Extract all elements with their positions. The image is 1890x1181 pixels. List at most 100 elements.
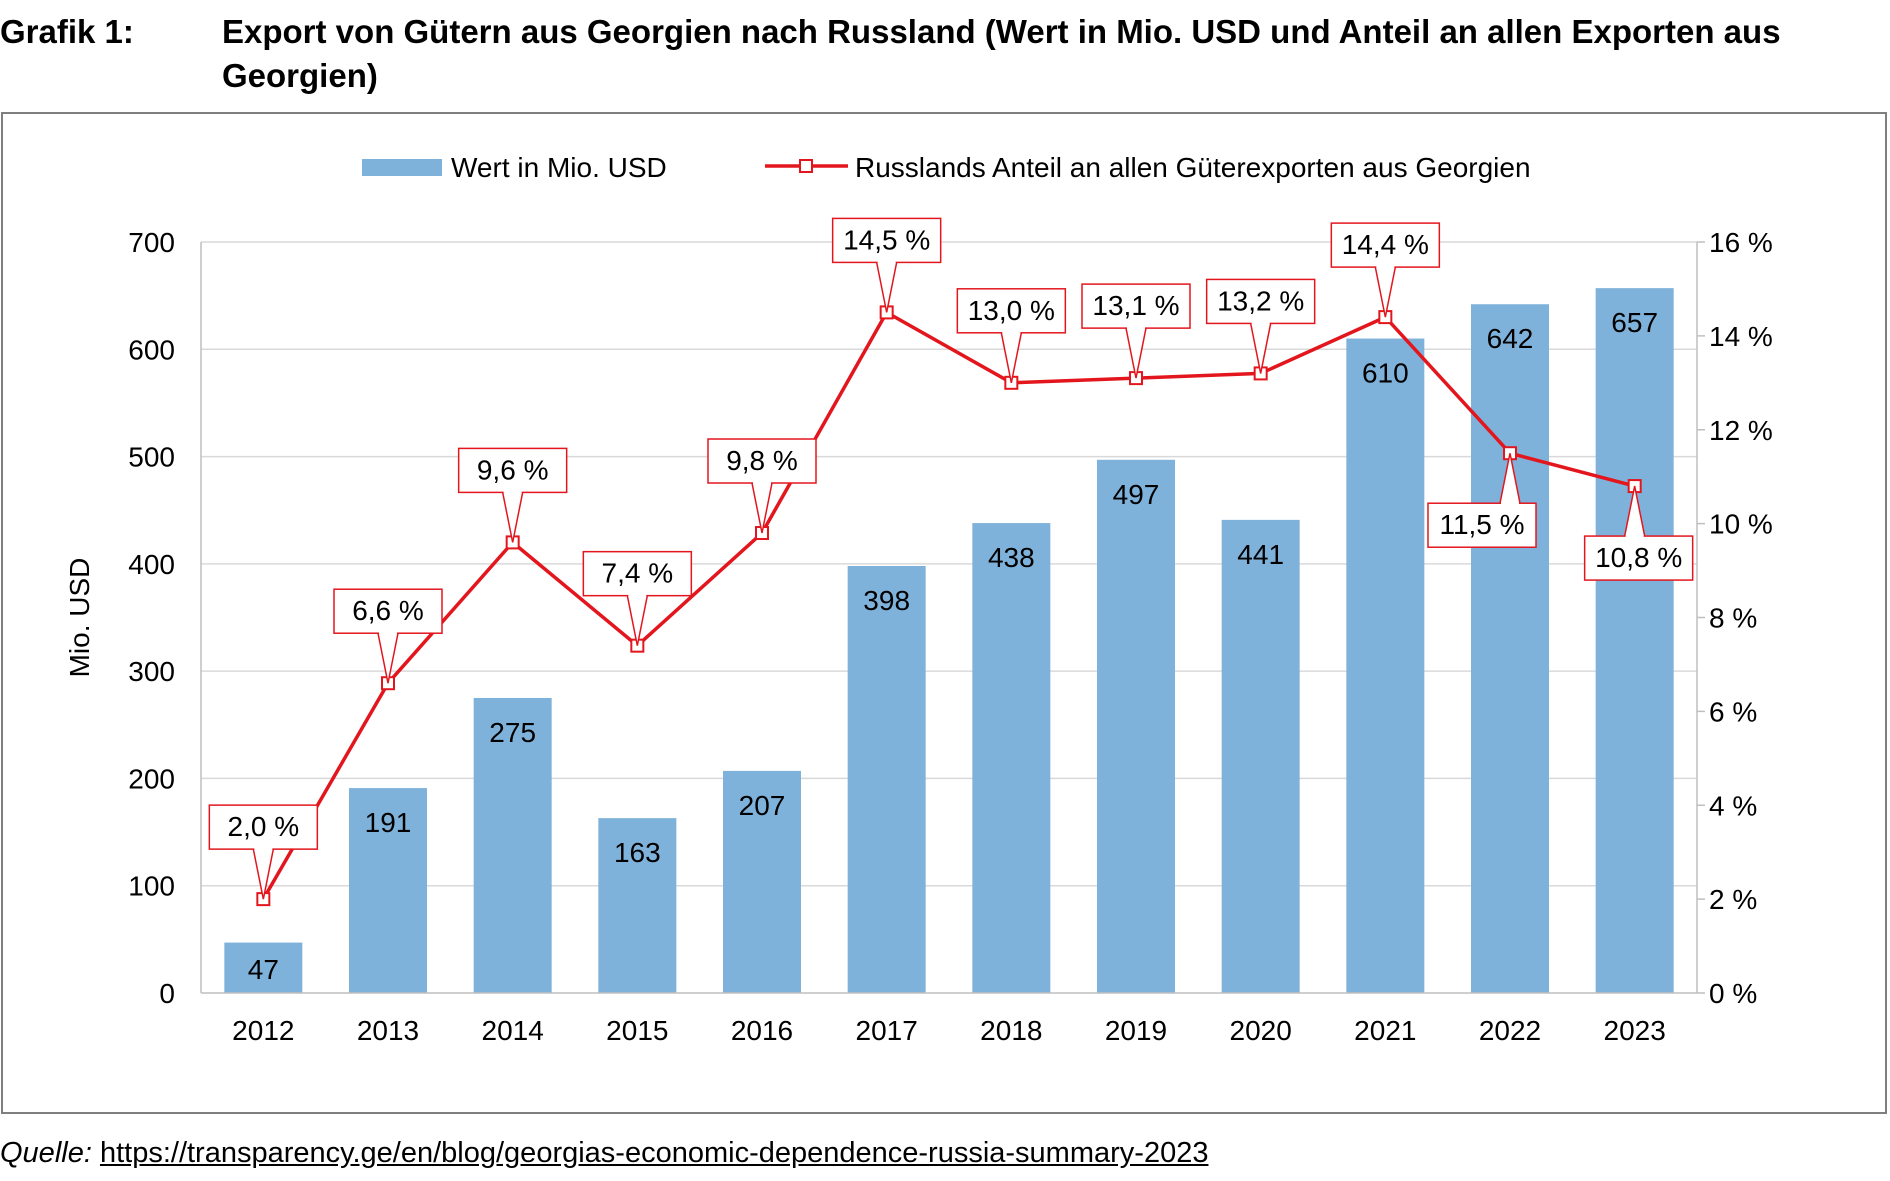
x-tick-label: 2020 — [1230, 1015, 1292, 1046]
bar-value-label: 657 — [1611, 307, 1658, 338]
share-value-label: 7,4 % — [602, 558, 674, 589]
bar — [1097, 459, 1175, 993]
share-value-label: 14,4 % — [1342, 229, 1429, 260]
share-value-label: 13,0 % — [968, 295, 1055, 326]
bar-value-label: 191 — [365, 807, 412, 838]
share-callout: 7,4 % — [582, 550, 693, 646]
legend-bar-label: Wert in Mio. USD — [451, 152, 667, 183]
axes — [200, 241, 1705, 994]
share-callout: 13,2 % — [1205, 278, 1316, 374]
share-callout: 14,4 % — [1330, 222, 1441, 318]
x-tick-label: 2021 — [1354, 1015, 1416, 1046]
share-value-label: 9,8 % — [726, 445, 798, 476]
bar — [473, 697, 552, 993]
x-tick-label: 2017 — [856, 1015, 918, 1046]
callout-pointer — [501, 491, 524, 543]
y-tick-label: 200 — [128, 763, 175, 794]
legend-line-marker — [799, 159, 813, 173]
y2-tick-label: 2 % — [1709, 884, 1757, 915]
x-tick-label: 2012 — [232, 1015, 294, 1046]
gridlines — [201, 241, 1697, 887]
share-callout: 9,8 % — [707, 438, 817, 534]
callout-pointer — [1125, 327, 1147, 379]
callout-pointer — [252, 848, 275, 900]
bar — [723, 770, 801, 993]
figure-caption: Grafik 1: Export von Gütern aus Georgien… — [0, 10, 1890, 100]
bar — [1595, 288, 1674, 994]
callout-box — [582, 550, 693, 597]
bar — [1471, 304, 1549, 993]
y-tick-label: 500 — [128, 442, 175, 473]
callout-box — [1583, 535, 1694, 581]
callout-box — [1330, 222, 1441, 268]
callout-pointer — [1249, 322, 1272, 374]
share-value-label: 13,1 % — [1092, 290, 1179, 321]
x-tick-label: 2015 — [606, 1015, 668, 1046]
share-callout: 6,6 % — [333, 588, 443, 684]
callout-box — [956, 288, 1067, 334]
source-note: Quelle: https://transparency.ge/en/blog/… — [0, 1133, 1208, 1173]
source-link[interactable]: https://transparency.ge/en/blog/georgias… — [99, 1137, 1209, 1169]
share-callout: 10,8 % — [1583, 485, 1694, 581]
share-callout: 2,0 % — [208, 804, 319, 900]
callout-box — [831, 217, 942, 264]
bar — [598, 818, 677, 993]
bar-value-label: 163 — [614, 837, 661, 868]
callout-pointer — [1000, 332, 1023, 383]
callout-box — [208, 804, 319, 850]
y2-tick-label: 14 % — [1709, 321, 1773, 352]
bars — [224, 288, 1674, 994]
y2-tick-label: 10 % — [1709, 509, 1773, 540]
bar-value-label: 497 — [1113, 479, 1160, 510]
y-axis-title: Mio. USD — [64, 558, 95, 678]
bar — [847, 566, 926, 993]
bar-value-label: 610 — [1362, 358, 1409, 389]
bar-value-label: 438 — [988, 542, 1035, 573]
x-tick-label: 2016 — [731, 1015, 793, 1046]
y2-tick-label: 6 % — [1709, 696, 1757, 727]
callout-box — [333, 588, 443, 634]
chart-frame — [1, 112, 1887, 1114]
callout-pointer — [875, 261, 898, 313]
y-tick-label: 0 — [159, 978, 175, 1009]
share-callout: 14,5 % — [831, 217, 942, 313]
share-value-label: 10,8 % — [1595, 542, 1682, 573]
y2-tick-label: 16 % — [1709, 227, 1773, 258]
bar-value-label: 207 — [739, 790, 786, 821]
y-tick-label: 600 — [128, 334, 175, 365]
share-callout: 13,1 % — [1081, 283, 1191, 379]
legend-line-label: Russlands Anteil an allen Güterexporten … — [855, 152, 1531, 183]
y-tick-label: 300 — [128, 656, 175, 687]
legend-bar-swatch — [362, 159, 442, 176]
bar — [972, 523, 1051, 993]
bar — [1346, 338, 1425, 993]
bar-value-label: 47 — [248, 954, 279, 985]
share-value-label: 13,2 % — [1217, 285, 1304, 316]
x-tick-label: 2023 — [1604, 1015, 1666, 1046]
callout-box — [1081, 283, 1191, 329]
share-value-label: 11,5 % — [1439, 509, 1524, 540]
y-tick-label: 400 — [128, 549, 175, 580]
x-tick-label: 2018 — [980, 1015, 1042, 1046]
share-callout: 13,0 % — [956, 288, 1067, 383]
share-value-label: 6,6 % — [352, 595, 424, 626]
callout-box — [1427, 502, 1537, 548]
source-label: Quelle: — [0, 1137, 92, 1169]
callout-box — [1205, 278, 1316, 325]
caption-title: Export von Gütern aus Georgien nach Russ… — [222, 13, 1781, 94]
bar-value-label: 398 — [863, 585, 910, 616]
share-callout: 11,5 % — [1427, 453, 1537, 548]
x-tick-label: 2014 — [482, 1015, 544, 1046]
bar-value-label: 642 — [1487, 323, 1534, 354]
y2-tick-label: 0 % — [1709, 978, 1757, 1009]
caption-number: Grafik 1: — [0, 13, 134, 50]
callout-pointer — [1374, 266, 1397, 318]
x-tick-label: 2022 — [1479, 1015, 1541, 1046]
y-tick-label: 700 — [128, 227, 175, 258]
bar — [1221, 519, 1300, 993]
y2-tick-label: 12 % — [1709, 415, 1773, 446]
y2-tick-label: 4 % — [1709, 790, 1757, 821]
legend: Wert in Mio. USD Russlands Anteil an alle… — [362, 152, 1531, 183]
share-value-label: 14,5 % — [843, 224, 930, 255]
